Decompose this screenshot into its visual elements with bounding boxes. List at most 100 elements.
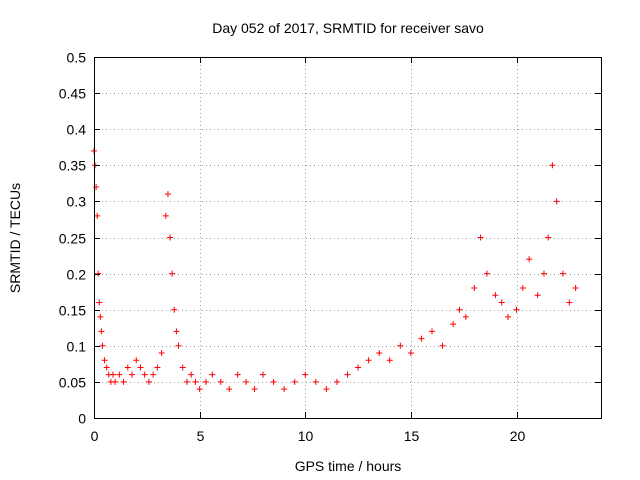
data-point-marker: [498, 299, 505, 306]
data-point-marker: [281, 386, 288, 393]
data-point-marker: [365, 357, 372, 364]
data-point-marker: [124, 364, 131, 371]
data-point-marker: [169, 270, 176, 277]
data-point-marker: [429, 328, 435, 335]
data-point-marker: [477, 234, 484, 241]
data-point-marker: [355, 364, 362, 371]
data-point-marker: [243, 378, 250, 385]
data-point-marker: [99, 342, 106, 349]
x-tick-label: 15: [404, 428, 420, 444]
y-tick-label: 0.25: [59, 231, 86, 247]
data-point-marker: [192, 378, 199, 385]
data-point-marker: [549, 162, 556, 169]
data-point-marker: [141, 371, 148, 378]
data-point-marker: [234, 371, 241, 378]
data-point-marker: [171, 306, 178, 313]
data-point-marker: [164, 191, 171, 198]
data-point-marker: [209, 371, 216, 378]
data-point-marker: [397, 342, 404, 349]
data-point-marker: [545, 234, 552, 241]
data-point-marker: [175, 342, 182, 349]
data-point-marker: [483, 270, 490, 277]
data-point-marker: [566, 299, 573, 306]
data-point-marker: [226, 386, 233, 393]
y-tick-label: 0: [78, 411, 86, 427]
data-point-marker: [251, 386, 258, 393]
data-point-marker: [492, 292, 499, 299]
data-point-marker: [133, 357, 140, 364]
data-markers: [91, 147, 579, 393]
data-point-marker: [572, 285, 579, 292]
y-tick-label: 0.2: [67, 267, 87, 283]
y-tick-label: 0.4: [67, 122, 87, 138]
data-point-marker: [456, 306, 463, 313]
data-point-marker: [386, 357, 393, 364]
data-point-marker: [439, 342, 446, 349]
data-point-marker: [120, 378, 127, 385]
y-tick-label: 0.5: [67, 50, 87, 66]
data-point-marker: [323, 386, 330, 393]
data-point-marker: [450, 321, 457, 328]
data-point-marker: [103, 364, 110, 371]
data-point-marker: [94, 212, 101, 219]
data-point-marker: [270, 378, 277, 385]
data-point-marker: [534, 292, 541, 299]
data-point-marker: [145, 378, 152, 385]
data-point-marker: [129, 371, 136, 378]
data-point-marker: [519, 285, 526, 292]
data-point-marker: [196, 386, 203, 393]
y-tick-label: 0.05: [59, 375, 86, 391]
y-tick-label: 0.45: [59, 86, 86, 102]
data-point-marker: [188, 371, 195, 378]
data-point-marker: [137, 364, 144, 371]
y-tick-label: 0.35: [59, 158, 86, 174]
data-point-marker: [471, 285, 478, 292]
data-point-marker: [173, 328, 180, 335]
y-tick-label: 0.1: [67, 339, 87, 355]
axis-ticks: 0 0.05 0.1 0.15 0.2 0.25 0.3 0.35 0.4 0.45 0.5 0 5 10…: [59, 50, 601, 444]
x-axis-title: GPS time / hours: [295, 458, 402, 474]
data-point-marker: [344, 371, 351, 378]
data-point-marker: [505, 313, 512, 320]
data-point-marker: [407, 350, 414, 357]
data-point-marker: [101, 357, 108, 364]
data-point-marker: [333, 378, 340, 385]
data-point-marker: [513, 306, 520, 313]
data-point-marker: [540, 270, 547, 277]
data-point-marker: [260, 371, 266, 378]
data-point-marker: [312, 378, 319, 385]
data-point-marker: [158, 350, 165, 357]
data-point-marker: [217, 378, 224, 385]
data-point-marker: [167, 234, 174, 241]
y-tick-label: 0.3: [67, 194, 87, 210]
data-point-marker: [154, 364, 161, 371]
y-axis-title: SRMTID / TECUs: [7, 183, 23, 293]
data-point-marker: [96, 299, 103, 306]
x-tick-label: 0: [91, 428, 99, 444]
data-point-marker: [95, 270, 102, 277]
data-point-marker: [202, 378, 209, 385]
data-point-marker: [98, 328, 105, 335]
data-point-marker: [150, 371, 157, 378]
x-tick-label: 20: [510, 428, 526, 444]
chart-title: Day 052 of 2017, SRMTID for receiver sav…: [212, 20, 484, 36]
data-point-marker: [559, 270, 566, 277]
data-point-marker: [291, 378, 298, 385]
data-point-marker: [183, 378, 190, 385]
x-tick-label: 5: [197, 428, 205, 444]
data-point-marker: [179, 364, 186, 371]
data-point-marker: [302, 371, 309, 378]
data-point-marker: [376, 350, 383, 357]
x-tick-label: 10: [298, 428, 314, 444]
data-point-marker: [116, 371, 123, 378]
y-tick-label: 0.15: [59, 303, 86, 319]
data-point-marker: [462, 313, 469, 320]
data-point-marker: [553, 198, 560, 205]
data-point-marker: [418, 335, 425, 342]
data-point-marker: [97, 313, 104, 320]
data-point-marker: [526, 256, 533, 263]
data-point-marker: [162, 212, 169, 219]
data-point-marker: [112, 378, 119, 385]
